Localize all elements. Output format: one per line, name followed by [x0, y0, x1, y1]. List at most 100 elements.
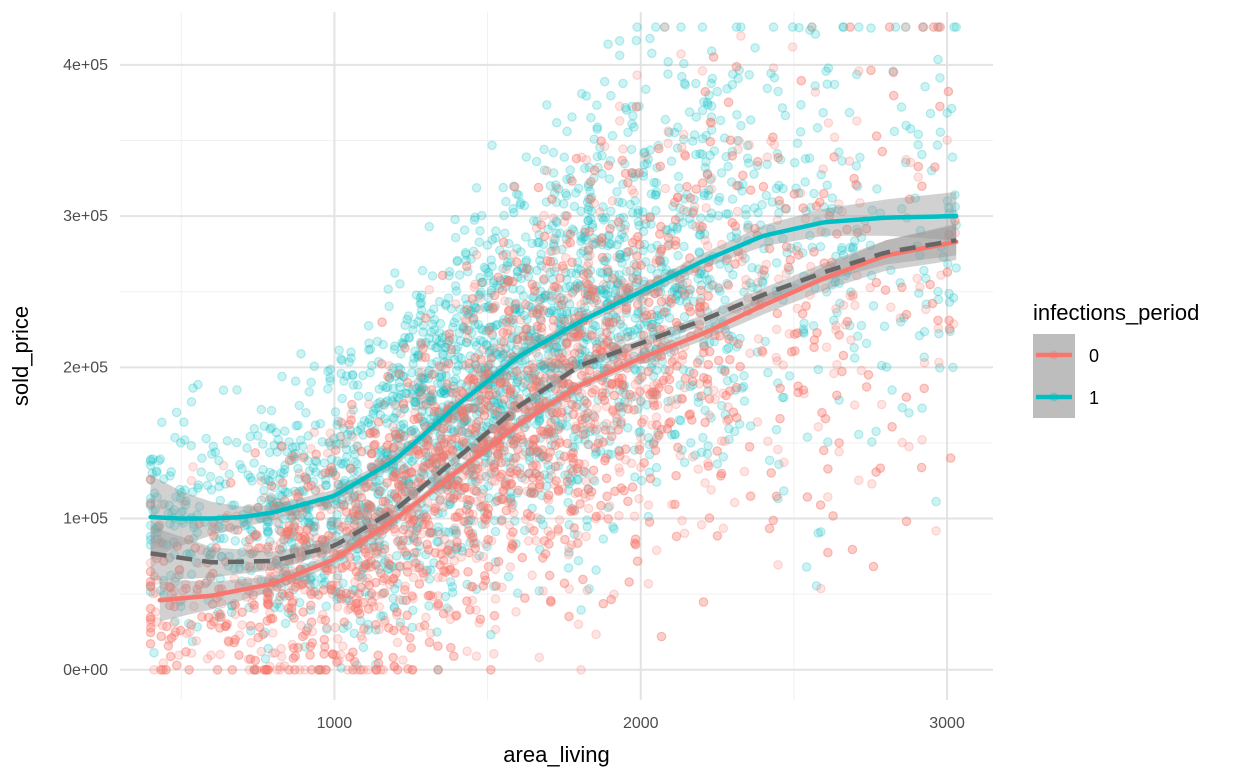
- point-series-1: [816, 527, 826, 537]
- point-series-0: [383, 371, 393, 382]
- point-series-0: [250, 448, 260, 458]
- point-series-1: [606, 90, 616, 101]
- point-series-1: [179, 435, 190, 445]
- point-series-0: [582, 585, 592, 596]
- point-series-0: [679, 528, 690, 539]
- point-series-0: [490, 476, 500, 487]
- point-series-1: [452, 256, 462, 267]
- point-series-1: [406, 486, 417, 496]
- point-series-0: [876, 399, 887, 410]
- point-series-0: [490, 594, 501, 604]
- point-series-1: [583, 290, 593, 300]
- point-series-1: [586, 112, 596, 123]
- point-series-1: [196, 467, 207, 477]
- point-series-1: [157, 417, 167, 428]
- point-series-1: [777, 103, 788, 113]
- point-series-1: [706, 101, 717, 111]
- point-series-1: [416, 290, 427, 300]
- point-series-0: [723, 97, 734, 108]
- point-series-0: [934, 357, 944, 368]
- point-series-1: [879, 321, 890, 332]
- point-series-1: [282, 447, 292, 457]
- point-series-1: [623, 285, 634, 295]
- point-series-0: [309, 427, 320, 438]
- point-series-0: [849, 400, 860, 410]
- point-series-1: [609, 524, 619, 534]
- point-series-1: [798, 326, 809, 337]
- point-series-1: [663, 69, 673, 79]
- point-series-1: [599, 76, 610, 87]
- point-series-1: [245, 472, 256, 483]
- point-series-0: [787, 42, 798, 52]
- point-series-1: [278, 468, 289, 479]
- point-series-0: [607, 196, 618, 206]
- point-series-1: [484, 270, 494, 281]
- point-series-1: [155, 454, 166, 464]
- point-series-1: [689, 130, 700, 140]
- point-series-0: [508, 527, 518, 537]
- point-series-1: [450, 529, 461, 539]
- point-series-1: [628, 111, 638, 121]
- point-series-1: [688, 205, 699, 216]
- point-series-1: [771, 183, 782, 194]
- point-series-1: [364, 338, 374, 348]
- point-series-1: [170, 616, 180, 627]
- point-series-1: [593, 162, 603, 173]
- point-series-1: [296, 577, 306, 587]
- point-series-0: [225, 477, 236, 488]
- point-series-0: [606, 594, 616, 605]
- point-series-0: [831, 303, 841, 314]
- point-series-0: [420, 352, 431, 363]
- point-series-0: [676, 49, 686, 59]
- point-series-0: [810, 87, 821, 97]
- point-series-1: [279, 563, 290, 573]
- point-series-1: [347, 369, 358, 380]
- point-series-0: [629, 511, 640, 522]
- point-series-0: [548, 233, 559, 244]
- point-series-1: [633, 306, 644, 317]
- point-series-1: [872, 184, 882, 194]
- point-series-0: [732, 206, 743, 217]
- point-series-0: [614, 116, 625, 126]
- point-series-1: [630, 196, 640, 206]
- point-series-1: [871, 426, 881, 437]
- point-series-1: [535, 433, 546, 443]
- point-series-1: [655, 287, 666, 297]
- point-series-1: [684, 288, 694, 299]
- point-series-0: [459, 516, 470, 527]
- point-series-1: [386, 449, 396, 460]
- point-series-1: [451, 286, 462, 296]
- point-series-1: [627, 168, 638, 179]
- point-series-1: [913, 129, 924, 140]
- point-series-1: [350, 585, 360, 595]
- point-series-1: [636, 475, 647, 486]
- point-series-1: [942, 196, 953, 206]
- point-series-0: [829, 368, 839, 379]
- point-series-1: [458, 324, 468, 334]
- point-series-0: [847, 291, 858, 302]
- point-series-0: [818, 164, 828, 174]
- point-series-0: [643, 578, 654, 589]
- point-series-1: [595, 327, 605, 337]
- point-series-0: [268, 648, 278, 658]
- point-series-0: [846, 335, 856, 345]
- point-series-1: [651, 187, 662, 197]
- point-series-1: [337, 355, 347, 366]
- point-series-1: [432, 627, 442, 637]
- point-series-0: [779, 457, 789, 468]
- point-series-1: [454, 270, 465, 280]
- point-series-1: [373, 489, 384, 500]
- point-series-0: [237, 620, 247, 630]
- point-series-0: [356, 446, 367, 457]
- point-series-1: [259, 421, 270, 431]
- point-series-1: [467, 435, 477, 446]
- point-series-1: [550, 415, 561, 425]
- point-series-0: [489, 343, 499, 353]
- point-series-1: [551, 117, 562, 128]
- point-series-0: [700, 417, 710, 428]
- point-series-1: [597, 239, 607, 250]
- point-series-0: [471, 477, 482, 487]
- point-series-1: [853, 22, 864, 32]
- point-series-0: [376, 358, 387, 369]
- point-series-1: [807, 242, 818, 253]
